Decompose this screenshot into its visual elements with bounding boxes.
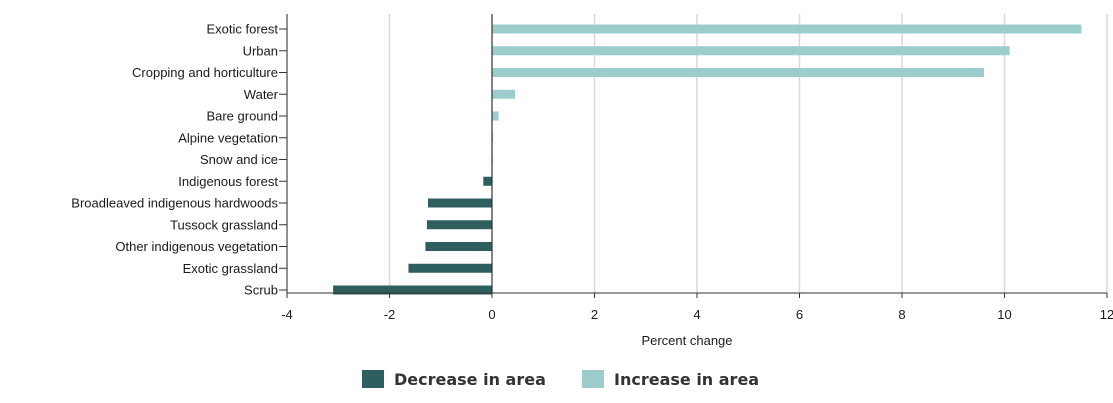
bars bbox=[333, 24, 1082, 295]
legend-swatch bbox=[582, 370, 604, 388]
x-tick-label: 6 bbox=[796, 307, 803, 322]
bar bbox=[492, 24, 1082, 34]
bar bbox=[492, 46, 1010, 56]
category-label: Exotic grassland bbox=[183, 261, 278, 276]
bar bbox=[427, 198, 492, 208]
x-tick-label: 12 bbox=[1100, 307, 1113, 322]
x-tick-labels: -4 -2 0 2 4 6 8 10 12 bbox=[281, 307, 1113, 322]
bar bbox=[492, 111, 499, 121]
x-tick-label: 10 bbox=[997, 307, 1011, 322]
x-tick-label: 0 bbox=[488, 307, 495, 322]
legend-swatch bbox=[362, 370, 384, 388]
category-label: Exotic forest bbox=[206, 22, 278, 37]
x-tick-label: -4 bbox=[281, 307, 293, 322]
bar bbox=[483, 176, 492, 186]
x-tick-label: 4 bbox=[693, 307, 700, 322]
legend: Decrease in area Increase in area bbox=[362, 370, 759, 389]
category-label: Scrub bbox=[244, 283, 278, 298]
category-label: Urban bbox=[243, 43, 278, 58]
bar bbox=[492, 89, 516, 99]
x-tick-label: 8 bbox=[898, 307, 905, 322]
bar bbox=[492, 68, 984, 77]
bar bbox=[425, 242, 492, 251]
category-labels: Exotic forest Urban Cropping and horticult… bbox=[71, 22, 278, 298]
category-label: Snow and ice bbox=[200, 152, 278, 167]
bar bbox=[408, 263, 492, 273]
category-label: Indigenous forest bbox=[178, 174, 278, 189]
category-label: Tussock grassland bbox=[170, 217, 278, 232]
bar bbox=[333, 285, 492, 295]
category-label: Other indigenous vegetation bbox=[115, 239, 278, 254]
legend-label: Increase in area bbox=[614, 370, 759, 389]
x-axis-title: Percent change bbox=[641, 333, 732, 348]
x-tick-label: -2 bbox=[384, 307, 396, 322]
x-tick-label: 2 bbox=[591, 307, 598, 322]
axes bbox=[279, 14, 1108, 298]
category-label: Alpine vegetation bbox=[178, 130, 278, 145]
grid-lines bbox=[286, 14, 1108, 293]
legend-label: Decrease in area bbox=[394, 370, 546, 389]
category-label: Broadleaved indigenous hardwoods bbox=[71, 196, 278, 211]
category-label: Bare ground bbox=[206, 109, 278, 124]
category-label: Cropping and horticulture bbox=[132, 65, 278, 80]
bar bbox=[426, 220, 492, 230]
category-label: Water bbox=[244, 87, 279, 102]
